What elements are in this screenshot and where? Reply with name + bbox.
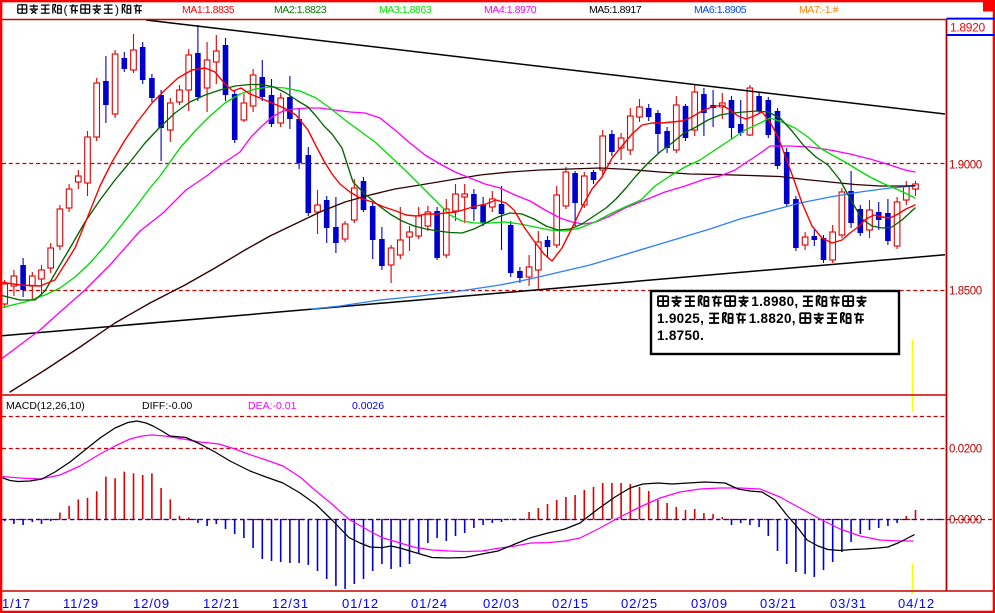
svg-text:02/15: 02/15 <box>552 596 589 611</box>
svg-text:12/21: 12/21 <box>203 596 240 611</box>
svg-text:MA7:-1.#: MA7:-1.# <box>799 4 839 16</box>
svg-text:03/21: 03/21 <box>760 596 797 611</box>
svg-text:0.0200: 0.0200 <box>949 444 982 456</box>
svg-text:DEA:-0.01: DEA:-0.01 <box>248 400 297 412</box>
svg-text:MA6:1.8905: MA6:1.8905 <box>694 4 747 16</box>
svg-text:MACD(12,26,10): MACD(12,26,10) <box>6 400 85 412</box>
svg-text:0.0000: 0.0000 <box>949 515 982 527</box>
svg-text:11/29: 11/29 <box>63 596 99 611</box>
svg-text:03/09: 03/09 <box>691 596 728 611</box>
svg-text:DIFF:-0.00: DIFF:-0.00 <box>142 400 192 412</box>
svg-text:MA1:1.8835: MA1:1.8835 <box>182 4 235 16</box>
svg-text:1.8820,: 1.8820, <box>749 311 796 326</box>
svg-text:1.9000: 1.9000 <box>949 160 982 172</box>
svg-text:04/12: 04/12 <box>898 596 935 611</box>
svg-text:0.0026: 0.0026 <box>352 400 384 412</box>
svg-text:01/12: 01/12 <box>342 596 379 611</box>
svg-text:12/31: 12/31 <box>272 596 309 611</box>
svg-text:): ) <box>115 3 119 17</box>
svg-text:1.8500: 1.8500 <box>949 286 982 298</box>
svg-text:02/03: 02/03 <box>483 596 520 611</box>
svg-text:MA5:1.8917: MA5:1.8917 <box>589 4 642 16</box>
svg-text:(: ( <box>64 3 68 17</box>
svg-text:MA3:1.8863: MA3:1.8863 <box>379 4 432 16</box>
svg-text:12/09: 12/09 <box>133 596 170 611</box>
svg-text:MA4:1.8970: MA4:1.8970 <box>484 4 537 16</box>
svg-text:01/24: 01/24 <box>411 596 448 611</box>
svg-text:03/31: 03/31 <box>830 596 867 611</box>
svg-text:1.8980,: 1.8980, <box>751 294 798 309</box>
svg-text:1.9025,: 1.9025, <box>657 311 704 326</box>
svg-text:MA2:1.8823: MA2:1.8823 <box>274 4 327 16</box>
svg-text:02/25: 02/25 <box>621 596 658 611</box>
svg-text:1/17: 1/17 <box>2 596 31 611</box>
svg-text:1.8750.: 1.8750. <box>657 328 704 343</box>
svg-text:1.8920: 1.8920 <box>950 21 986 35</box>
